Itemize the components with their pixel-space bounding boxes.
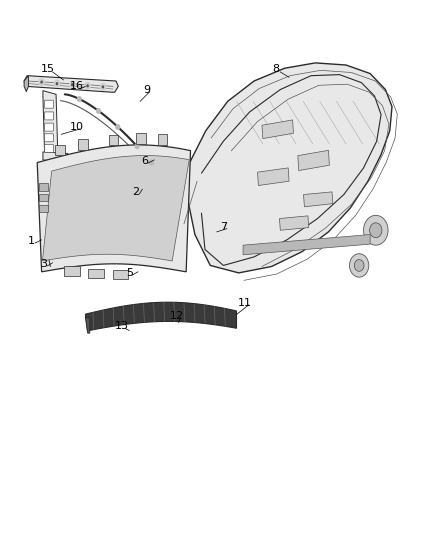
Circle shape xyxy=(364,215,388,245)
Bar xyxy=(78,139,88,150)
Bar xyxy=(39,194,48,201)
Text: 16: 16 xyxy=(70,82,84,91)
Circle shape xyxy=(370,223,382,238)
Polygon shape xyxy=(37,145,191,272)
Bar xyxy=(64,266,80,276)
Polygon shape xyxy=(43,152,68,163)
Polygon shape xyxy=(304,192,333,207)
Polygon shape xyxy=(258,168,289,185)
FancyBboxPatch shape xyxy=(45,100,53,108)
Polygon shape xyxy=(85,317,90,333)
Bar xyxy=(39,205,48,212)
FancyBboxPatch shape xyxy=(45,144,53,152)
Polygon shape xyxy=(43,91,58,160)
Polygon shape xyxy=(24,76,28,92)
Circle shape xyxy=(56,82,58,85)
Polygon shape xyxy=(279,216,309,230)
Bar xyxy=(113,270,128,279)
Circle shape xyxy=(350,254,369,277)
Text: 2: 2 xyxy=(132,187,139,197)
Circle shape xyxy=(77,96,81,102)
Text: 7: 7 xyxy=(220,222,227,231)
Text: 12: 12 xyxy=(170,311,184,320)
Circle shape xyxy=(39,78,45,86)
Text: 8: 8 xyxy=(272,64,279,74)
Text: 9: 9 xyxy=(143,85,150,94)
Circle shape xyxy=(116,124,120,130)
Text: 15: 15 xyxy=(41,64,55,74)
Polygon shape xyxy=(188,63,392,273)
Circle shape xyxy=(102,85,104,88)
FancyBboxPatch shape xyxy=(45,112,53,120)
Bar xyxy=(39,183,48,191)
Circle shape xyxy=(149,160,154,165)
Polygon shape xyxy=(262,120,293,139)
Circle shape xyxy=(96,108,101,114)
Circle shape xyxy=(69,81,75,88)
Polygon shape xyxy=(243,235,370,255)
Text: 13: 13 xyxy=(115,321,129,331)
Text: 5: 5 xyxy=(126,268,133,278)
Circle shape xyxy=(354,260,364,271)
Text: 1: 1 xyxy=(28,236,35,246)
Bar xyxy=(136,133,146,144)
Polygon shape xyxy=(85,302,237,331)
Bar xyxy=(88,269,104,278)
FancyBboxPatch shape xyxy=(45,134,53,142)
Polygon shape xyxy=(298,150,329,171)
Circle shape xyxy=(71,83,74,86)
Circle shape xyxy=(40,80,43,84)
Polygon shape xyxy=(24,76,118,92)
Text: 10: 10 xyxy=(70,122,84,132)
Circle shape xyxy=(54,80,60,87)
FancyBboxPatch shape xyxy=(45,123,53,131)
Text: 6: 6 xyxy=(141,156,148,166)
Bar xyxy=(158,134,167,145)
Text: 11: 11 xyxy=(238,298,252,308)
Circle shape xyxy=(86,84,89,87)
Circle shape xyxy=(100,83,106,91)
Circle shape xyxy=(85,82,91,90)
Polygon shape xyxy=(42,156,189,261)
Bar xyxy=(109,134,118,145)
Bar xyxy=(55,145,64,156)
Circle shape xyxy=(135,143,139,149)
Text: 3: 3 xyxy=(40,259,47,269)
